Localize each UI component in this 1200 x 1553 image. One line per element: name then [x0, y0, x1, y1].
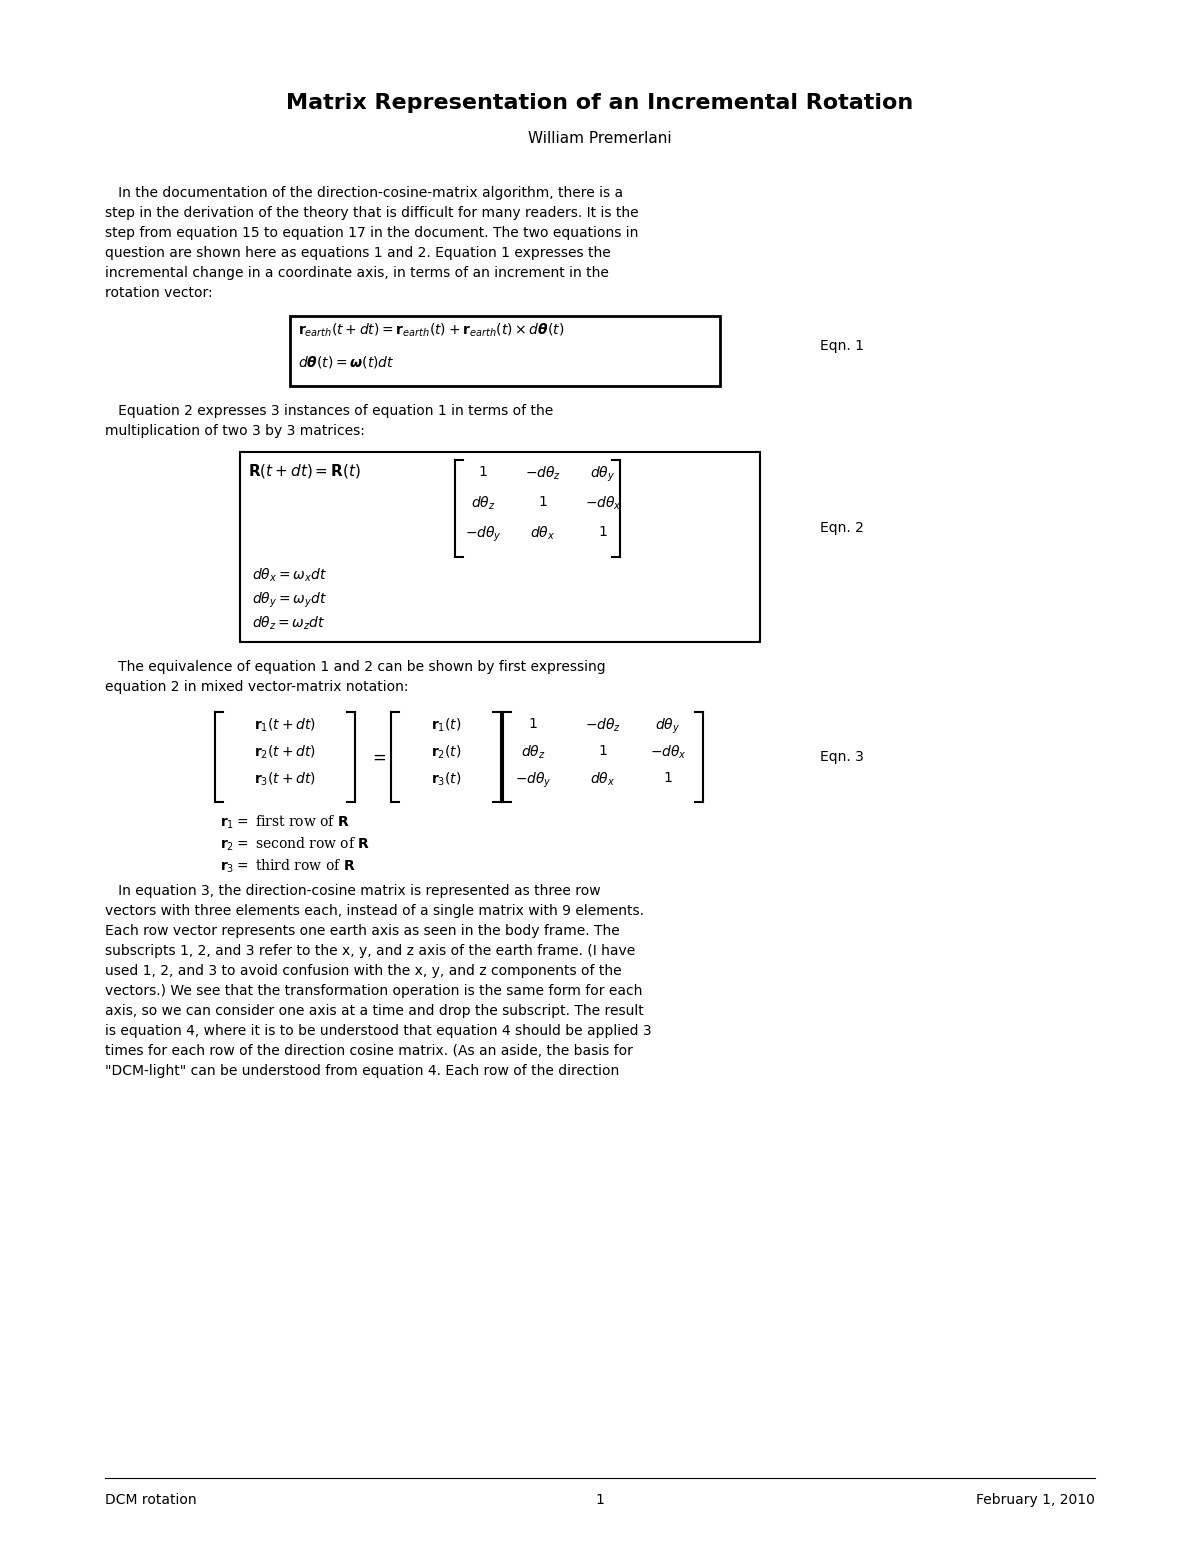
Text: $-d\theta_y$: $-d\theta_y$ [464, 525, 502, 544]
Text: $d\theta_z$: $d\theta_z$ [521, 744, 545, 761]
Text: incremental change in a coordinate axis, in terms of an increment in the: incremental change in a coordinate axis,… [106, 266, 608, 280]
Text: $d\theta_x = \omega_x dt$: $d\theta_x = \omega_x dt$ [252, 567, 326, 584]
Text: is equation 4, where it is to be understood that equation 4 should be applied 3: is equation 4, where it is to be underst… [106, 1023, 652, 1037]
Text: $\mathbf{r}_1(t+dt)$: $\mathbf{r}_1(t+dt)$ [254, 717, 316, 735]
Text: Eqn. 1: Eqn. 1 [820, 339, 864, 353]
Text: vectors.) We see that the transformation operation is the same form for each: vectors.) We see that the transformation… [106, 985, 642, 999]
Text: subscripts 1, 2, and 3 refer to the x, y, and z axis of the earth frame. (I have: subscripts 1, 2, and 3 refer to the x, y… [106, 944, 635, 958]
Text: $\mathbf{r}_2(t)$: $\mathbf{r}_2(t)$ [431, 744, 461, 761]
Bar [240, 452, 760, 641]
Text: $1$: $1$ [598, 525, 608, 539]
Text: rotation vector:: rotation vector: [106, 286, 212, 300]
Text: $d\theta_x$: $d\theta_x$ [530, 525, 556, 542]
Text: $\mathbf{r}_1 = $ first row of $\mathbf{R}$: $\mathbf{r}_1 = $ first row of $\mathbf{… [220, 814, 350, 831]
Text: In the documentation of the direction-cosine-matrix algorithm, there is a: In the documentation of the direction-co… [106, 186, 623, 200]
Text: $-d\theta_z$: $-d\theta_z$ [584, 717, 622, 735]
Text: $\mathbf{r}_2 = $ second row of $\mathbf{R}$: $\mathbf{r}_2 = $ second row of $\mathbf… [220, 836, 371, 854]
Text: $-d\theta_z$: $-d\theta_z$ [524, 464, 562, 483]
Text: $\mathbf{r}_1(t)$: $\mathbf{r}_1(t)$ [431, 717, 461, 735]
Text: $\mathbf{r}_2(t+dt)$: $\mathbf{r}_2(t+dt)$ [254, 744, 316, 761]
Text: DCM rotation: DCM rotation [106, 1492, 197, 1506]
Text: "DCM-light" can be understood from equation 4. Each row of the direction: "DCM-light" can be understood from equat… [106, 1064, 619, 1078]
Text: $d\theta_z$: $d\theta_z$ [470, 495, 496, 512]
Text: $1$: $1$ [478, 464, 488, 478]
Text: Eqn. 2: Eqn. 2 [820, 520, 864, 534]
Text: $1$: $1$ [664, 770, 673, 784]
Text: $d\theta_y$: $d\theta_y$ [590, 464, 616, 485]
Text: Eqn. 3: Eqn. 3 [820, 750, 864, 764]
Text: $d\theta_y$: $d\theta_y$ [655, 717, 680, 736]
Text: step in the derivation of the theory that is difficult for many readers. It is t: step in the derivation of the theory tha… [106, 207, 638, 221]
Text: $d\theta_z = \omega_z dt$: $d\theta_z = \omega_z dt$ [252, 615, 325, 632]
Text: vectors with three elements each, instead of a single matrix with 9 elements.: vectors with three elements each, instea… [106, 904, 644, 918]
Text: $\mathbf{R}(t+dt)=\mathbf{R}(t)$: $\mathbf{R}(t+dt)=\mathbf{R}(t)$ [248, 461, 361, 480]
Text: $=$: $=$ [370, 749, 386, 766]
Text: $1$: $1$ [528, 717, 538, 731]
Text: times for each row of the direction cosine matrix. (As an aside, the basis for: times for each row of the direction cosi… [106, 1044, 632, 1058]
Text: $1$: $1$ [538, 495, 548, 509]
Text: $d\theta_x$: $d\theta_x$ [590, 770, 616, 789]
Text: Each row vector represents one earth axis as seen in the body frame. The: Each row vector represents one earth axi… [106, 924, 619, 938]
Text: $-d\theta_x$: $-d\theta_x$ [649, 744, 686, 761]
Text: equation 2 in mixed vector-matrix notation:: equation 2 in mixed vector-matrix notati… [106, 680, 408, 694]
Text: used 1, 2, and 3 to avoid confusion with the x, y, and z components of the: used 1, 2, and 3 to avoid confusion with… [106, 964, 622, 978]
Text: step from equation 15 to equation 17 in the document. The two equations in: step from equation 15 to equation 17 in … [106, 227, 638, 241]
Text: $\mathbf{r}_{earth}(t+dt)=\mathbf{r}_{earth}(t)+\mathbf{r}_{earth}(t)\times d\bo: $\mathbf{r}_{earth}(t+dt)=\mathbf{r}_{ea… [298, 321, 564, 340]
Text: In equation 3, the direction-cosine matrix is represented as three row: In equation 3, the direction-cosine matr… [106, 884, 601, 898]
Text: $-d\theta_y$: $-d\theta_y$ [515, 770, 551, 790]
Text: axis, so we can consider one axis at a time and drop the subscript. The result: axis, so we can consider one axis at a t… [106, 1003, 643, 1019]
Text: $d\boldsymbol{\theta}(t)=\boldsymbol{\omega}(t)dt$: $d\boldsymbol{\theta}(t)=\boldsymbol{\om… [298, 354, 395, 370]
Text: $\mathbf{r}_3(t)$: $\mathbf{r}_3(t)$ [431, 770, 461, 789]
Text: $\mathbf{r}_3(t+dt)$: $\mathbf{r}_3(t+dt)$ [254, 770, 316, 789]
Text: The equivalence of equation 1 and 2 can be shown by first expressing: The equivalence of equation 1 and 2 can … [106, 660, 606, 674]
Text: February 1, 2010: February 1, 2010 [976, 1492, 1096, 1506]
Text: $1$: $1$ [598, 744, 608, 758]
Text: Matrix Representation of an Incremental Rotation: Matrix Representation of an Incremental … [287, 93, 913, 113]
Bar [290, 315, 720, 387]
Text: 1: 1 [595, 1492, 605, 1506]
Text: question are shown here as equations 1 and 2. Equation 1 expresses the: question are shown here as equations 1 a… [106, 245, 611, 259]
Text: William Premerlani: William Premerlani [528, 130, 672, 146]
Text: Equation 2 expresses 3 instances of equation 1 in terms of the: Equation 2 expresses 3 instances of equa… [106, 404, 553, 418]
Text: $\mathbf{r}_3 = $ third row of $\mathbf{R}$: $\mathbf{r}_3 = $ third row of $\mathbf{… [220, 857, 355, 876]
Text: multiplication of two 3 by 3 matrices:: multiplication of two 3 by 3 matrices: [106, 424, 365, 438]
Text: $-d\theta_x$: $-d\theta_x$ [584, 495, 622, 512]
Text: $d\theta_y = \omega_y dt$: $d\theta_y = \omega_y dt$ [252, 592, 326, 610]
